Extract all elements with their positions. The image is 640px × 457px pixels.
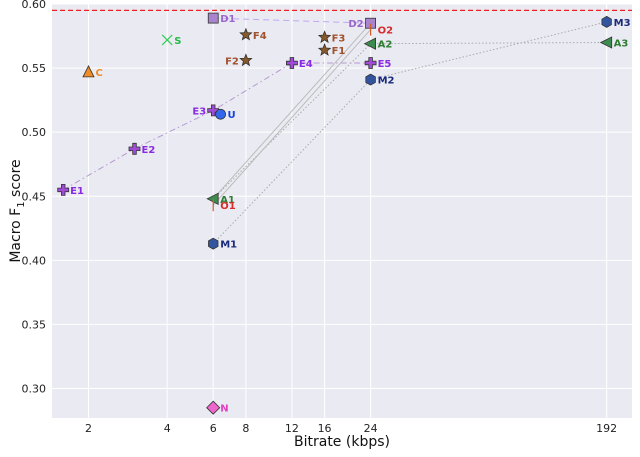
label-a3: A3 (614, 38, 629, 49)
marker-e2 (128, 142, 141, 155)
label-c: C (96, 68, 103, 79)
data-markers (57, 12, 613, 415)
marker-n (206, 400, 221, 415)
point-labels: E1 E2 E3 E4 E5 D1 D2 A1 A2 A3 M1 M2 M3 F1 F2 F3 F4 O1 O2 C S… (70, 14, 630, 415)
y-tick-label: 0.55 (22, 62, 47, 75)
label-e1: E1 (70, 186, 84, 197)
marker-c (82, 65, 95, 78)
x-tick-label: 8 (242, 422, 249, 435)
x-tick-label: 2 (85, 422, 92, 435)
y-tick-label: 0.40 (22, 254, 47, 267)
y-axis-label: Macro F1 score (8, 159, 27, 262)
label-e2: E2 (142, 145, 156, 156)
marker-u (215, 108, 226, 120)
label-d2: D2 (348, 19, 363, 30)
label-f3: F3 (332, 33, 346, 44)
marker-a3 (599, 36, 613, 49)
label-d1: D1 (220, 14, 235, 25)
x-tick-label: 192 (596, 422, 617, 435)
marker-s (161, 34, 173, 46)
label-f4: F4 (253, 31, 267, 42)
y-axis-label-main: Macro F (8, 208, 24, 263)
marker-d1 (207, 12, 219, 24)
x-tick-label: 4 (164, 422, 171, 435)
series-line-o (212, 29, 371, 206)
y-tick-label: 0.50 (22, 126, 47, 139)
label-a1: A1 (220, 195, 235, 206)
series-line-d (213, 17, 371, 24)
x-axis-label: Bitrate (kbps) (294, 434, 390, 450)
label-e4: E4 (299, 59, 313, 70)
label-m2: M2 (378, 76, 395, 87)
marker-a2 (363, 37, 377, 50)
label-s: S (174, 36, 181, 47)
label-f1: F1 (332, 46, 346, 57)
gridlines (52, 3, 632, 418)
marker-f1 (317, 43, 332, 56)
label-o2: O2 (378, 26, 394, 37)
x-tick-label: 12 (285, 422, 299, 435)
label-m1: M1 (220, 240, 237, 251)
label-o1: O1 (220, 201, 236, 212)
marker-m1 (208, 237, 219, 250)
series-line-m (212, 21, 607, 245)
x-tick-label: 16 (318, 422, 332, 435)
y-tick-label: 0.30 (22, 383, 47, 396)
label-e3: E3 (192, 106, 206, 117)
marker-m3 (601, 15, 612, 28)
series-line-e (62, 62, 371, 191)
y-axis-label-subscript: 1 (16, 201, 27, 207)
label-m3: M3 (614, 18, 631, 29)
marker-f2 (239, 53, 253, 67)
series-line-a-bridge (212, 22, 371, 200)
marker-f3 (317, 30, 332, 44)
marker-f4 (239, 27, 253, 41)
label-e5: E5 (378, 59, 392, 70)
x-tick-label: 6 (210, 422, 217, 435)
label-n: N (220, 404, 228, 415)
marker-e3 (207, 104, 220, 117)
marker-m2 (365, 73, 376, 86)
marker-e1 (57, 183, 70, 196)
label-a2: A2 (378, 40, 393, 51)
label-f2: F2 (225, 56, 239, 67)
y-axis-label-tail: score (8, 159, 24, 201)
tick-labels: 0.300.350.400.450.500.550.602 4 6 8 12 16 24 19… (22, 0, 618, 435)
y-tick-label: 0.35 (22, 318, 47, 331)
y-tick-label: 0.45 (22, 190, 47, 203)
y-tick-label: 0.60 (22, 0, 47, 11)
x-tick-label: 24 (364, 422, 378, 435)
marker-e4 (285, 57, 298, 69)
label-u: U (228, 110, 236, 121)
plot-background (52, 4, 632, 418)
marker-e5 (364, 57, 377, 69)
